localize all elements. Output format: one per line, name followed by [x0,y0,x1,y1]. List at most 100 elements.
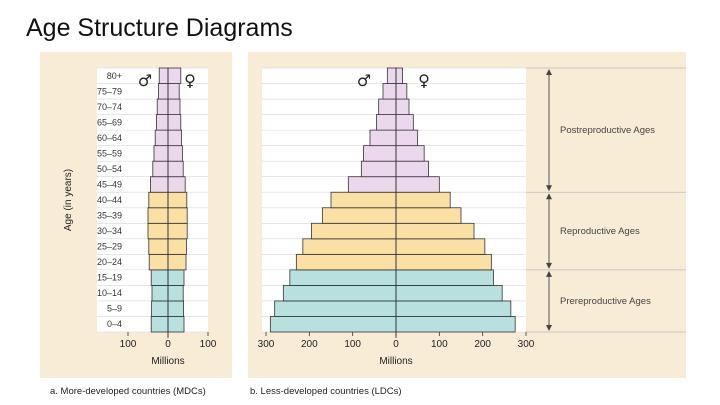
mdc-bar-male [151,300,169,317]
ldc-bar-female [395,83,408,100]
ldc-group-label: Prereproductive Ages [560,296,651,307]
ldc-x-axis-label: Millions [379,356,412,367]
ldc-bar-male [295,253,397,271]
mdc-bar-male [147,222,169,240]
ldc-x-tick-label: 100 [344,339,361,350]
ldc-bar-female [395,222,475,240]
mdc-male-symbol: ♂ [138,71,152,90]
ldc-bar-male [311,222,397,240]
mdc-bar-female [167,83,180,100]
mdc-bar-male [149,176,169,193]
mdc-bar-female [167,114,182,131]
mdc-bar-female [167,316,185,333]
ldc-bracket-arrow-down [546,325,552,331]
ldc-bar-male [382,83,397,100]
mdc-bar-male [152,160,169,178]
ldc-bar-female [395,129,419,147]
mdc-bar-female [167,269,185,286]
mdc-x-tick-label: 100 [120,339,137,350]
ldc-bar-male [330,191,397,209]
mdc-age-label: 30–34 [97,226,122,236]
mdc-age-label: 35–39 [97,211,122,221]
ldc-bar-female [395,114,414,131]
mdc-bar-male [156,98,169,115]
mdc-bar-female [167,160,184,178]
ldc-bar-male [363,145,397,162]
mdc-age-label: 0–4 [107,319,122,329]
mdc-bar-female [167,176,186,193]
ldc-bracket-arrow-up [546,69,552,75]
ldc-pyramid: 300 200 100 0 100 200 300 Millions b. Less-devel… [250,67,686,397]
mdc-age-label: 20–24 [97,257,122,267]
page-title: Age Structure Diagrams [26,14,293,42]
ldc-bar-female [395,269,494,286]
ldc-group-label: Postreproductive Ages [560,125,655,136]
ldc-bar-male [347,176,397,193]
ldc-bar-male [369,129,397,147]
ldc-bar-female [395,191,451,209]
ldc-bracket-arrow-up [546,270,552,277]
ldc-x-tick-label: 200 [301,339,318,350]
ldc-x-tick-label: 300 [518,339,535,350]
mdc-bar-female [167,238,187,255]
ldc-bar-female [395,300,512,317]
ldc-bar-male [321,207,397,224]
ldc-bar-female [395,285,503,302]
mdc-x-tick-label: 100 [200,339,217,350]
mdc-bar-male [151,285,169,302]
mdc-bar-male [158,67,169,84]
ldc-x-tick-label: 200 [474,339,491,350]
mdc-bar-male [150,269,169,286]
ldc-bar-male [282,285,397,302]
mdc-age-label: 45–49 [97,179,122,189]
ldc-bar-female [395,253,492,271]
mdc-female-symbol: ♀ [184,71,196,90]
mdc-bar-female [167,129,183,147]
mdc-bar-female [167,207,188,224]
mdc-bar-female [167,98,181,115]
ldc-bar-male [376,114,397,131]
mdc-pyramid: 0–4 5–9 10–14 15–19 20–24 25–29 30–34 35–39 40–4… [50,67,217,397]
mdc-bar-male [154,129,169,147]
ldc-bar-male [274,300,397,317]
ldc-bar-female [395,207,462,224]
ldc-bar-female [395,316,516,333]
mdc-age-label: 60–64 [97,133,122,143]
mdc-bar-female [167,145,183,162]
mdc-bar-male [148,253,169,271]
mdc-age-label: 70–74 [97,102,122,112]
ldc-x-tick-label: 0 [393,339,399,350]
ldc-caption: b. Less-developed countries (LDCs) [250,386,402,397]
mdc-age-label: 10–14 [97,288,122,298]
ldc-x-tick-label: 300 [258,339,275,350]
mdc-age-label: 50–54 [97,164,122,174]
ldc-bracket-arrow-down [546,185,552,192]
ldc-female-symbol: ♀ [418,71,430,90]
mdc-bar-male [153,145,169,162]
ldc-group-label: Reproductive Ages [560,226,640,237]
mdc-bar-female [167,300,185,317]
ldc-bar-male [386,67,397,84]
ldc-male-symbol: ♂ [357,71,371,90]
mdc-x-axis-label: Millions [151,356,184,367]
ldc-bar-female [395,160,429,178]
mdc-age-label: 25–29 [97,242,122,252]
ldc-bar-male [289,269,397,286]
ldc-x-tick-label: 100 [431,339,448,350]
mdc-bar-female [167,222,188,240]
mdc-bar-male [155,114,169,131]
mdc-bar-male [148,191,169,209]
ldc-bar-female [395,238,486,255]
age-axis-label: Age (in years) [63,169,74,231]
mdc-bar-male [147,207,169,224]
mdc-x-tick-label: 0 [165,339,171,350]
ldc-bar-male [360,160,397,178]
mdc-age-label: 75–79 [97,86,122,96]
ldc-bar-female [395,145,425,162]
mdc-bar-female [167,191,188,209]
ldc-bar-male [378,98,397,115]
mdc-age-label: 55–59 [97,148,122,158]
ldc-bar-male [269,316,397,333]
mdc-bar-female [167,67,182,84]
